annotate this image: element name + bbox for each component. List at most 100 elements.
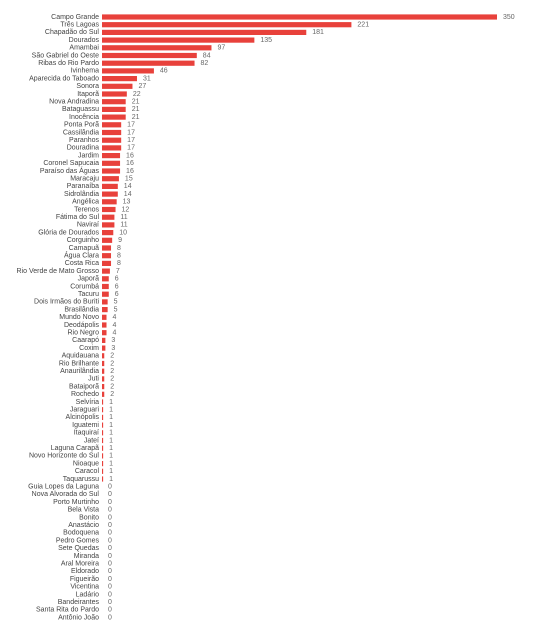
value-label: 14 [124, 183, 132, 190]
category-label: Bataiporã [69, 383, 99, 390]
category-label: Rio Verde de Mato Grosso [17, 268, 100, 275]
value-label: 11 [120, 214, 127, 221]
category-label: Corguinho [67, 237, 99, 244]
bar [102, 83, 133, 89]
value-label: 8 [117, 260, 121, 267]
value-label: 2 [110, 376, 114, 383]
value-label: 12 [122, 206, 130, 213]
bar [102, 91, 127, 97]
bar [102, 291, 109, 297]
category-label: Aral Moreira [61, 561, 99, 568]
category-label: Dois Irmãos do Buriti [34, 299, 99, 306]
category-label: Naviraí [77, 222, 99, 229]
bar [102, 360, 105, 367]
bar [102, 368, 105, 374]
category-label: Ladário [76, 591, 99, 598]
value-label: 4 [113, 314, 117, 321]
value-label: 135 [260, 37, 272, 44]
category-label: Pedro Gomes [56, 537, 100, 544]
value-label: 1 [109, 430, 113, 437]
category-label: Bela Vista [68, 507, 99, 514]
value-label: 181 [312, 29, 324, 36]
category-label: Inocência [69, 114, 99, 121]
category-label: Ivinhema [71, 68, 100, 75]
category-label: Tacuru [78, 291, 99, 298]
category-label: Jateí [84, 437, 99, 444]
category-label: Coronel Sapucaia [43, 160, 99, 167]
value-label: 17 [127, 145, 135, 152]
bar [102, 445, 104, 451]
category-label: Paranaíba [67, 183, 99, 190]
value-label: 0 [108, 537, 112, 544]
category-label: Camapuã [69, 245, 99, 252]
value-label: 7 [116, 268, 120, 275]
bar [102, 260, 112, 266]
value-label: 0 [108, 614, 112, 621]
category-label: Nova Andradina [49, 99, 99, 106]
value-label: 0 [108, 576, 112, 583]
category-label: Sidrolândia [64, 191, 99, 198]
value-label: 0 [108, 491, 112, 498]
value-label: 221 [357, 22, 369, 29]
category-label: Alcinópolis [66, 414, 100, 421]
category-label: Campo Grande [51, 14, 99, 21]
category-label: Bodoquena [63, 530, 99, 537]
category-label: Caarapó [72, 337, 99, 344]
category-label: Rio Brilhante [59, 360, 99, 367]
bar [102, 222, 115, 228]
category-label: Miranda [74, 553, 99, 560]
value-label: 46 [160, 68, 168, 75]
bar [102, 276, 109, 282]
bar [102, 168, 121, 174]
category-label: Coxim [79, 345, 99, 352]
value-label: 0 [108, 553, 112, 560]
bar [102, 106, 126, 112]
bar [102, 129, 122, 136]
bar [102, 422, 104, 428]
bar [102, 199, 117, 205]
value-label: 6 [115, 283, 119, 290]
value-label: 0 [108, 522, 112, 529]
bar [102, 468, 104, 474]
bar [102, 476, 104, 482]
bar [102, 160, 121, 166]
value-label: 17 [127, 129, 135, 136]
value-label: 21 [132, 99, 140, 106]
category-label: Aquidauana [62, 353, 99, 360]
category-label: Japorã [78, 276, 100, 283]
category-label: Cassilândia [63, 129, 99, 136]
category-label: São Gabriel do Oeste [32, 52, 99, 59]
value-label: 0 [108, 530, 112, 537]
value-label: 9 [118, 237, 122, 244]
category-label: Antônio João [58, 614, 99, 621]
value-label: 82 [201, 60, 209, 67]
category-label: Costa Rica [65, 260, 99, 267]
bar [102, 230, 114, 236]
bar [102, 137, 122, 143]
value-label: 0 [108, 499, 112, 506]
value-label: 0 [108, 599, 112, 606]
bar [102, 430, 104, 436]
value-label: 1 [109, 453, 113, 460]
category-label: Maracaju [70, 176, 99, 183]
category-label: Juti [88, 376, 99, 383]
value-label: 1 [109, 407, 113, 414]
category-label: Bonito [79, 514, 99, 521]
bar [102, 214, 115, 220]
category-label: Água Clara [64, 251, 99, 260]
category-label: Chapadão do Sul [45, 29, 100, 36]
bar [102, 29, 307, 35]
category-label: Figueirão [70, 576, 99, 583]
value-label: 0 [108, 607, 112, 614]
value-label: 1 [109, 445, 113, 452]
category-label: Bataguassu [62, 106, 99, 113]
bar [102, 60, 195, 66]
category-label: Aparecida do Taboado [29, 75, 99, 82]
category-label: Taquarussu [63, 476, 99, 483]
value-label: 13 [123, 199, 131, 206]
value-label: 97 [217, 45, 225, 52]
category-label: Douradina [67, 145, 99, 152]
value-label: 8 [117, 253, 121, 260]
bar [102, 268, 110, 274]
value-label: 31 [143, 75, 151, 82]
